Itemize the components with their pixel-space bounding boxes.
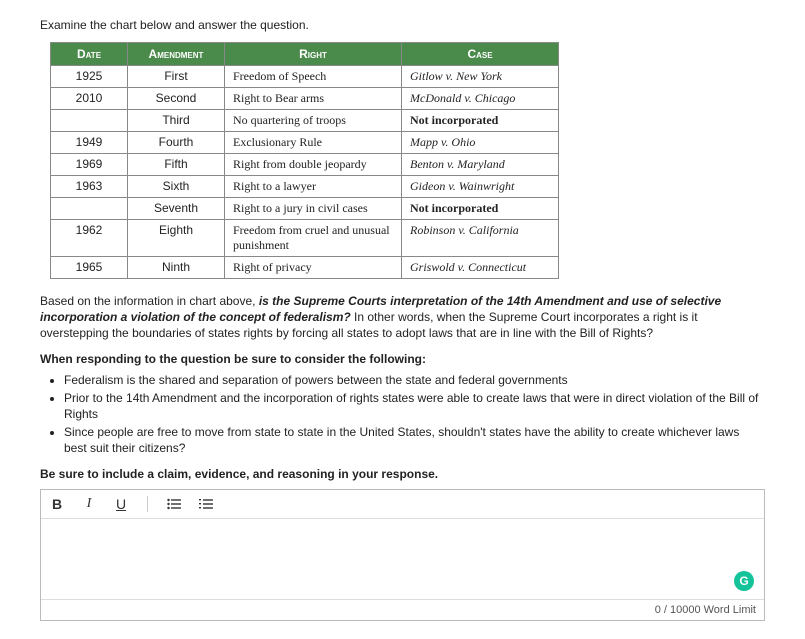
col-right: Right (225, 43, 402, 66)
list-item: Federalism is the shared and separation … (64, 372, 765, 388)
list-item: Since people are free to move from state… (64, 424, 765, 456)
cell-case: Not incorporated (402, 110, 559, 132)
table-row: ThirdNo quartering of troopsNot incorpor… (51, 110, 559, 132)
italic-button[interactable]: I (81, 496, 97, 512)
cell-right: Right from double jeopardy (225, 154, 402, 176)
cell-date: 2010 (51, 88, 128, 110)
cell-right: Right to Bear arms (225, 88, 402, 110)
question-paragraph: Based on the information in chart above,… (40, 293, 765, 342)
chart-header-row: Date Amendment Right Case (51, 43, 559, 66)
numbered-list-button[interactable] (198, 496, 214, 512)
table-row: 1965NinthRight of privacyGriswold v. Con… (51, 257, 559, 279)
cell-right: Right of privacy (225, 257, 402, 279)
cell-right: Freedom of Speech (225, 66, 402, 88)
cell-amendment: Seventh (128, 198, 225, 220)
cell-amendment: Ninth (128, 257, 225, 279)
cell-date: 1925 (51, 66, 128, 88)
cell-amendment: Second (128, 88, 225, 110)
table-row: 2010SecondRight to Bear armsMcDonald v. … (51, 88, 559, 110)
cell-amendment: Third (128, 110, 225, 132)
numbered-list-icon (199, 498, 213, 510)
cell-amendment: Sixth (128, 176, 225, 198)
cell-case: Mapp v. Ohio (402, 132, 559, 154)
underline-button[interactable]: U (113, 496, 129, 512)
cell-case: Not incorporated (402, 198, 559, 220)
cell-amendment: Fourth (128, 132, 225, 154)
col-case: Case (402, 43, 559, 66)
editor-textarea[interactable]: G (41, 519, 764, 599)
bullet-list-button[interactable] (166, 496, 182, 512)
cell-amendment: Eighth (128, 220, 225, 257)
cell-date (51, 110, 128, 132)
response-editor: B I U G 0 / 10000 Word Limit (40, 489, 765, 621)
cell-right: Right to a lawyer (225, 176, 402, 198)
col-amendment: Amendment (128, 43, 225, 66)
cell-right: Exclusionary Rule (225, 132, 402, 154)
word-count-footer: 0 / 10000 Word Limit (41, 599, 764, 620)
table-row: 1925FirstFreedom of SpeechGitlow v. New … (51, 66, 559, 88)
table-row: 1949FourthExclusionary RuleMapp v. Ohio (51, 132, 559, 154)
cell-case: Robinson v. California (402, 220, 559, 257)
question-lead: Based on the information in chart above, (40, 294, 259, 308)
cell-case: Griswold v. Connecticut (402, 257, 559, 279)
consider-heading: When responding to the question be sure … (40, 352, 765, 366)
table-row: 1963SixthRight to a lawyerGideon v. Wain… (51, 176, 559, 198)
cell-date: 1969 (51, 154, 128, 176)
cell-case: McDonald v. Chicago (402, 88, 559, 110)
cell-date: 1949 (51, 132, 128, 154)
cell-case: Gideon v. Wainwright (402, 176, 559, 198)
bullet-list-icon (167, 498, 181, 510)
cell-right: Right to a jury in civil cases (225, 198, 402, 220)
toolbar-separator (147, 496, 148, 512)
table-row: SeventhRight to a jury in civil casesNot… (51, 198, 559, 220)
cell-amendment: First (128, 66, 225, 88)
editor-toolbar: B I U (41, 490, 764, 519)
cell-case: Gitlow v. New York (402, 66, 559, 88)
cell-amendment: Fifth (128, 154, 225, 176)
cell-right: No quartering of troops (225, 110, 402, 132)
consider-list: Federalism is the shared and separation … (64, 372, 765, 457)
word-limit-label: / 10000 Word Limit (661, 604, 756, 616)
cell-date: 1962 (51, 220, 128, 257)
table-row: 1962EighthFreedom from cruel and unusual… (51, 220, 559, 257)
cell-date: 1965 (51, 257, 128, 279)
grammarly-icon[interactable]: G (734, 571, 754, 591)
cell-date (51, 198, 128, 220)
cell-date: 1963 (51, 176, 128, 198)
instruction-text: Examine the chart below and answer the q… (40, 18, 765, 32)
list-item: Prior to the 14th Amendment and the inco… (64, 390, 765, 422)
incorporation-chart: Date Amendment Right Case 1925FirstFreed… (50, 42, 559, 279)
cell-right: Freedom from cruel and unusual punishmen… (225, 220, 402, 257)
cer-instruction: Be sure to include a claim, evidence, an… (40, 467, 765, 481)
cell-case: Benton v. Maryland (402, 154, 559, 176)
table-row: 1969FifthRight from double jeopardyBento… (51, 154, 559, 176)
bold-button[interactable]: B (49, 496, 65, 512)
col-date: Date (51, 43, 128, 66)
